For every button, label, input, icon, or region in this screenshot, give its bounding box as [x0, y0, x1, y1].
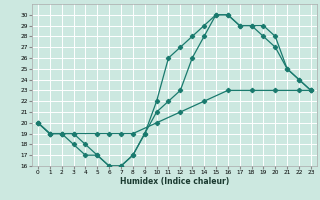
X-axis label: Humidex (Indice chaleur): Humidex (Indice chaleur)	[120, 177, 229, 186]
